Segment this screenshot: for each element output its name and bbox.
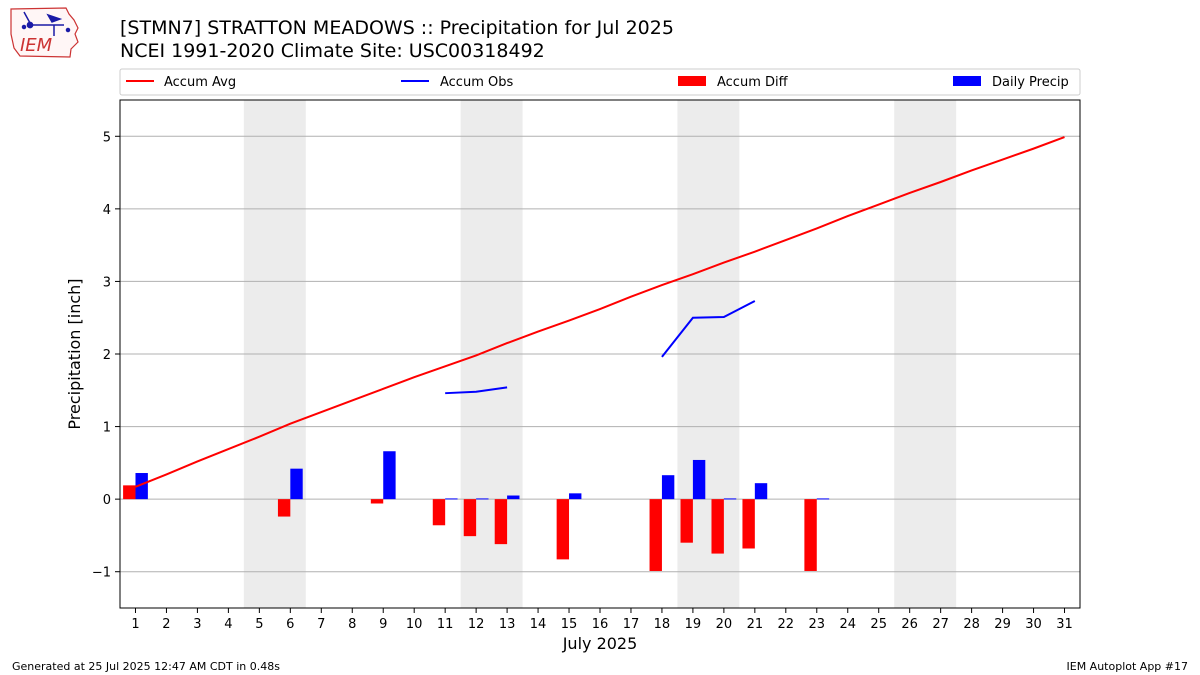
x-tick-label: 24 [839,617,856,632]
x-tick-label: 26 [901,617,918,632]
x-tick-label: 25 [870,617,887,632]
daily-precip-bar [135,473,148,500]
lines [135,136,1065,488]
legend-swatch-accum-diff [678,76,706,86]
x-tick-label: 3 [193,617,201,632]
x-tick-label: 27 [932,617,949,632]
daily-precip-bar [692,459,706,500]
weather-station-icon [21,11,71,36]
legend-label-accum-obs: Accum Obs [440,75,513,90]
x-tick-label: 9 [379,617,387,632]
x-tick-label: 11 [437,617,454,632]
accum-diff-bar [711,499,724,554]
legend-label-accum-diff: Accum Diff [717,75,789,90]
daily-precip-bar [661,475,675,500]
daily-precip-bar [476,498,489,500]
accum-diff-bar [804,499,817,571]
legend: Accum Avg Accum Obs Accum Diff Daily Pre… [119,68,1081,96]
x-tick-label: 23 [809,617,826,632]
daily-precip-bar [507,495,520,500]
accum-diff-bar [742,499,755,549]
daily-precip-bar [723,498,737,500]
y-tick-label: 2 [103,348,111,363]
y-tick-label: 5 [103,130,111,145]
accum-diff-bar [649,499,662,571]
y-tick-label: 1 [103,421,111,436]
chart-title: [STMN7] STRATTON MEADOWS :: Precipitatio… [120,17,674,39]
generated-timestamp: Generated at 25 Jul 2025 12:47 AM CDT in… [12,660,280,673]
x-tick-label: 15 [561,617,578,632]
x-tick-label: 8 [348,617,356,632]
x-tick-label: 7 [317,617,325,632]
y-tick-label: −1 [92,566,111,581]
x-tick-label: 4 [224,617,232,632]
x-tick-label: 18 [654,617,671,632]
x-tick-label: 29 [994,617,1011,632]
x-tick-label: 2 [162,617,170,632]
legend-label-daily-precip: Daily Precip [992,75,1069,90]
x-tick-label: 6 [286,617,294,632]
accum-diff-bar [680,499,693,543]
y-axis-label: Precipitation [inch] [65,278,84,429]
chart-subtitle: NCEI 1991-2020 Climate Site: USC00318492 [120,40,545,62]
daily-precip-bar [445,498,458,500]
y-tick-label: 4 [103,203,111,218]
y-tick-label: 3 [103,275,111,290]
legend-swatch-daily-precip [953,76,981,86]
accum-diff-bar [432,499,446,526]
daily-precip-bar [383,451,396,500]
accum-avg-line [135,136,1065,488]
y-axis: −1 0 1 2 3 4 5 [92,130,120,581]
accum-diff-bar [556,499,570,560]
daily-precip-bar [816,498,830,500]
x-tick-label: 5 [255,617,263,632]
x-tick-label: 22 [778,617,795,632]
legend-label-accum-avg: Accum Avg [164,75,236,90]
x-tick-label: 19 [685,617,702,632]
accum-diff-bar [277,499,291,517]
x-tick-label: 21 [747,617,764,632]
accum-obs-line [445,386,508,395]
accum-diff-bar [370,499,384,504]
accum-diff-bar [463,499,477,537]
x-tick-label: 1 [131,617,139,632]
x-tick-label: 17 [623,617,640,632]
accum-obs-line [661,300,756,358]
x-tick-label: 10 [406,617,423,632]
bars [123,451,830,571]
daily-precip-bar [290,468,303,500]
x-tick-label: 28 [963,617,980,632]
y-tick-label: 0 [103,493,111,508]
logo-text: IEM [20,35,53,56]
x-axis-label: July 2025 [562,634,638,653]
x-tick-label: 30 [1025,617,1042,632]
app-credit: IEM Autoplot App #17 [1066,660,1189,673]
x-tick-label: 16 [592,617,609,632]
iem-logo: IEM [10,7,79,58]
x-axis: 1 2 3 4 5 6 7 8 9 10 11 12 13 14 15 16 17 18 19 20 21 22 23 24 2… [131,608,1073,632]
x-tick-label: 14 [530,617,547,632]
x-tick-label: 13 [499,617,516,632]
accum-diff-bar [123,485,136,500]
daily-precip-bar [569,493,582,500]
x-tick-label: 12 [468,617,485,632]
accum-diff-bar [494,499,508,545]
daily-precip-bar [754,483,768,500]
x-tick-label: 20 [716,617,733,632]
legend-box [119,68,1081,96]
x-tick-label: 31 [1056,617,1073,632]
